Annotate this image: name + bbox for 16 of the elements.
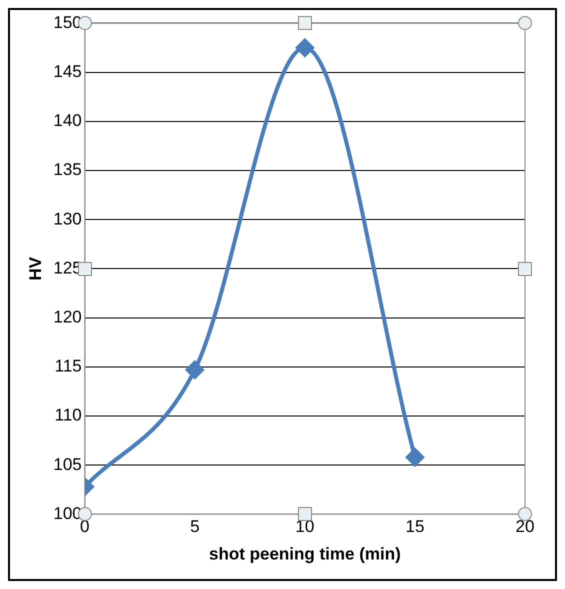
x-tick-label: 15: [405, 517, 424, 536]
y-tick-label: 130: [53, 209, 82, 228]
x-tick-label: 0: [80, 517, 90, 536]
y-tick-label: 105: [53, 454, 82, 474]
y-tick-label: 135: [53, 160, 82, 180]
y-tick-label: 110: [54, 406, 82, 425]
point: [296, 38, 314, 57]
y-axis-title: HV: [26, 256, 45, 281]
x-tick-label: 5: [190, 517, 200, 536]
y-tick-label: 115: [54, 356, 82, 376]
x-tick-label: 20: [516, 517, 534, 536]
y-tick-label: 120: [53, 307, 82, 326]
y-tick-label: 145: [53, 62, 82, 81]
point: [406, 448, 424, 466]
x-axis-title: shot peening time (min): [209, 544, 401, 564]
y-tick-label: 140: [53, 111, 82, 130]
